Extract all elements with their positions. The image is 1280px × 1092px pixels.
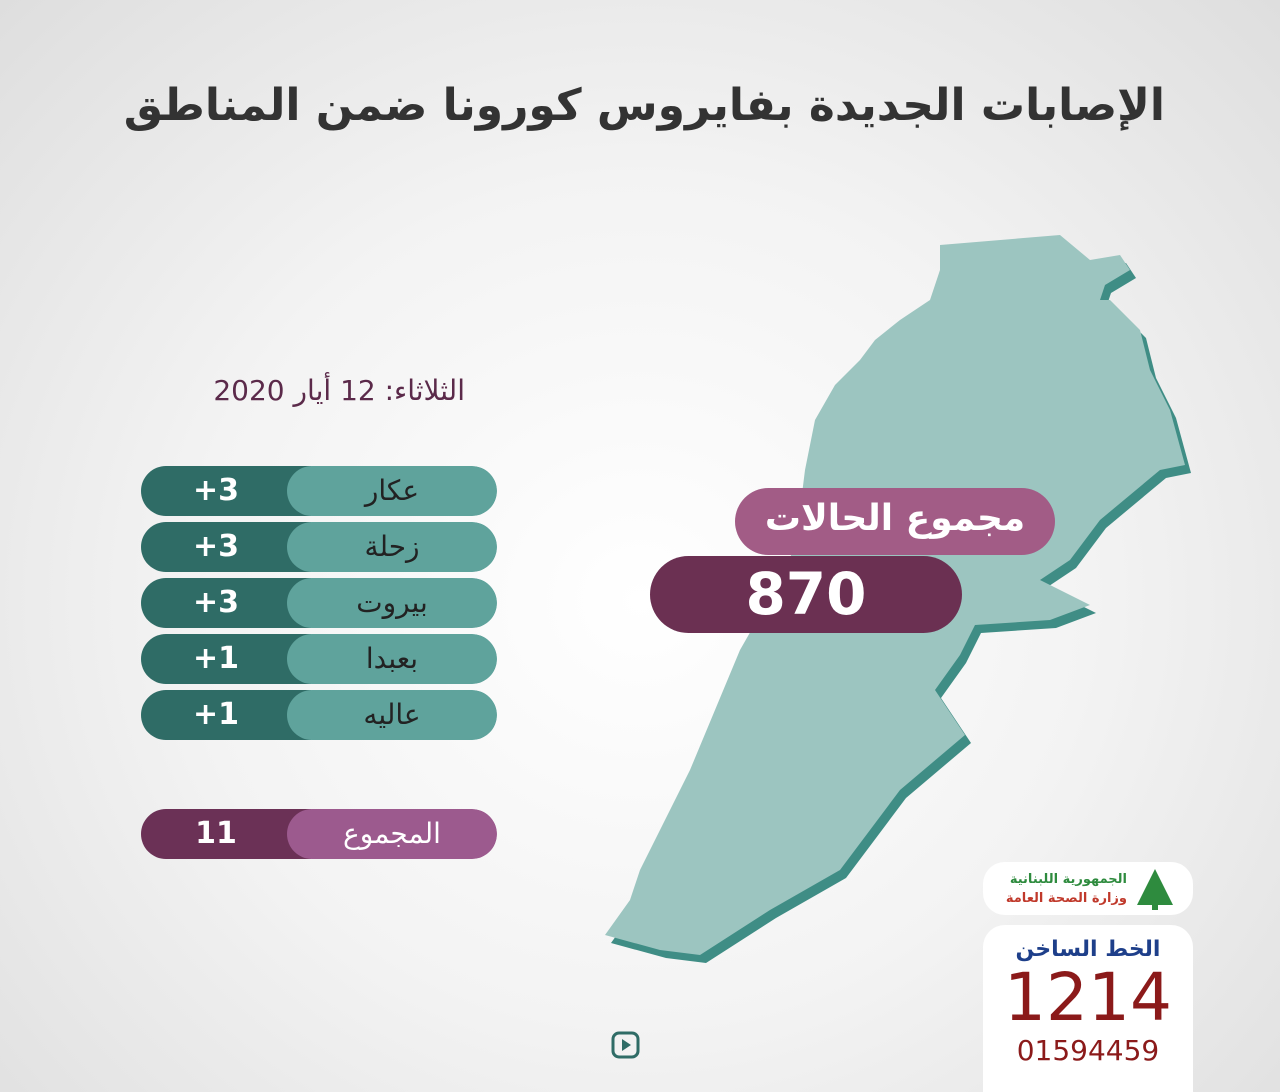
logo-line2: وزارة الصحة العامة bbox=[1005, 891, 1127, 906]
region-row: +3 بيروت bbox=[141, 578, 497, 628]
region-row: +1 بعبدا bbox=[141, 634, 497, 684]
total-count: 11 bbox=[141, 809, 311, 859]
region-name: عاليه bbox=[287, 690, 497, 740]
hotline-box: الخط الساخن 1214 01594459 bbox=[983, 925, 1193, 1092]
region-row: +3 عكار bbox=[141, 466, 497, 516]
cumulative-label: مجموع الحالات bbox=[735, 488, 1055, 555]
date: الثلاثاء: 12 أيار 2020 bbox=[213, 374, 465, 407]
hotline-label: الخط الساخن bbox=[1015, 937, 1161, 962]
region-count: +1 bbox=[141, 634, 311, 684]
region-name: زحلة bbox=[287, 522, 497, 572]
cedar-icon bbox=[1137, 869, 1173, 910]
region-count: +3 bbox=[141, 578, 311, 628]
region-count: +3 bbox=[141, 522, 311, 572]
total-row: 11 المجموع bbox=[141, 809, 497, 859]
region-row: +3 زحلة bbox=[141, 522, 497, 572]
region-count: +1 bbox=[141, 690, 311, 740]
region-name: بيروت bbox=[287, 578, 497, 628]
play-icon bbox=[611, 1031, 640, 1059]
total-label: المجموع bbox=[287, 809, 497, 859]
hotline-number: 1214 bbox=[1004, 959, 1172, 1036]
cumulative-value: 870 bbox=[650, 556, 962, 633]
region-count: +3 bbox=[141, 466, 311, 516]
region-name: بعبدا bbox=[287, 634, 497, 684]
region-row: +1 عاليه bbox=[141, 690, 497, 740]
title: الإصابات الجديدة بفايروس كورونا ضمن المن… bbox=[123, 80, 1165, 131]
region-name: عكار bbox=[287, 466, 497, 516]
hotline-phone: 01594459 bbox=[1016, 1034, 1160, 1067]
logo-line1: الجمهورية اللبنانية bbox=[1009, 872, 1127, 887]
logo: الجمهورية اللبنانية وزارة الصحة العامة bbox=[983, 862, 1193, 915]
